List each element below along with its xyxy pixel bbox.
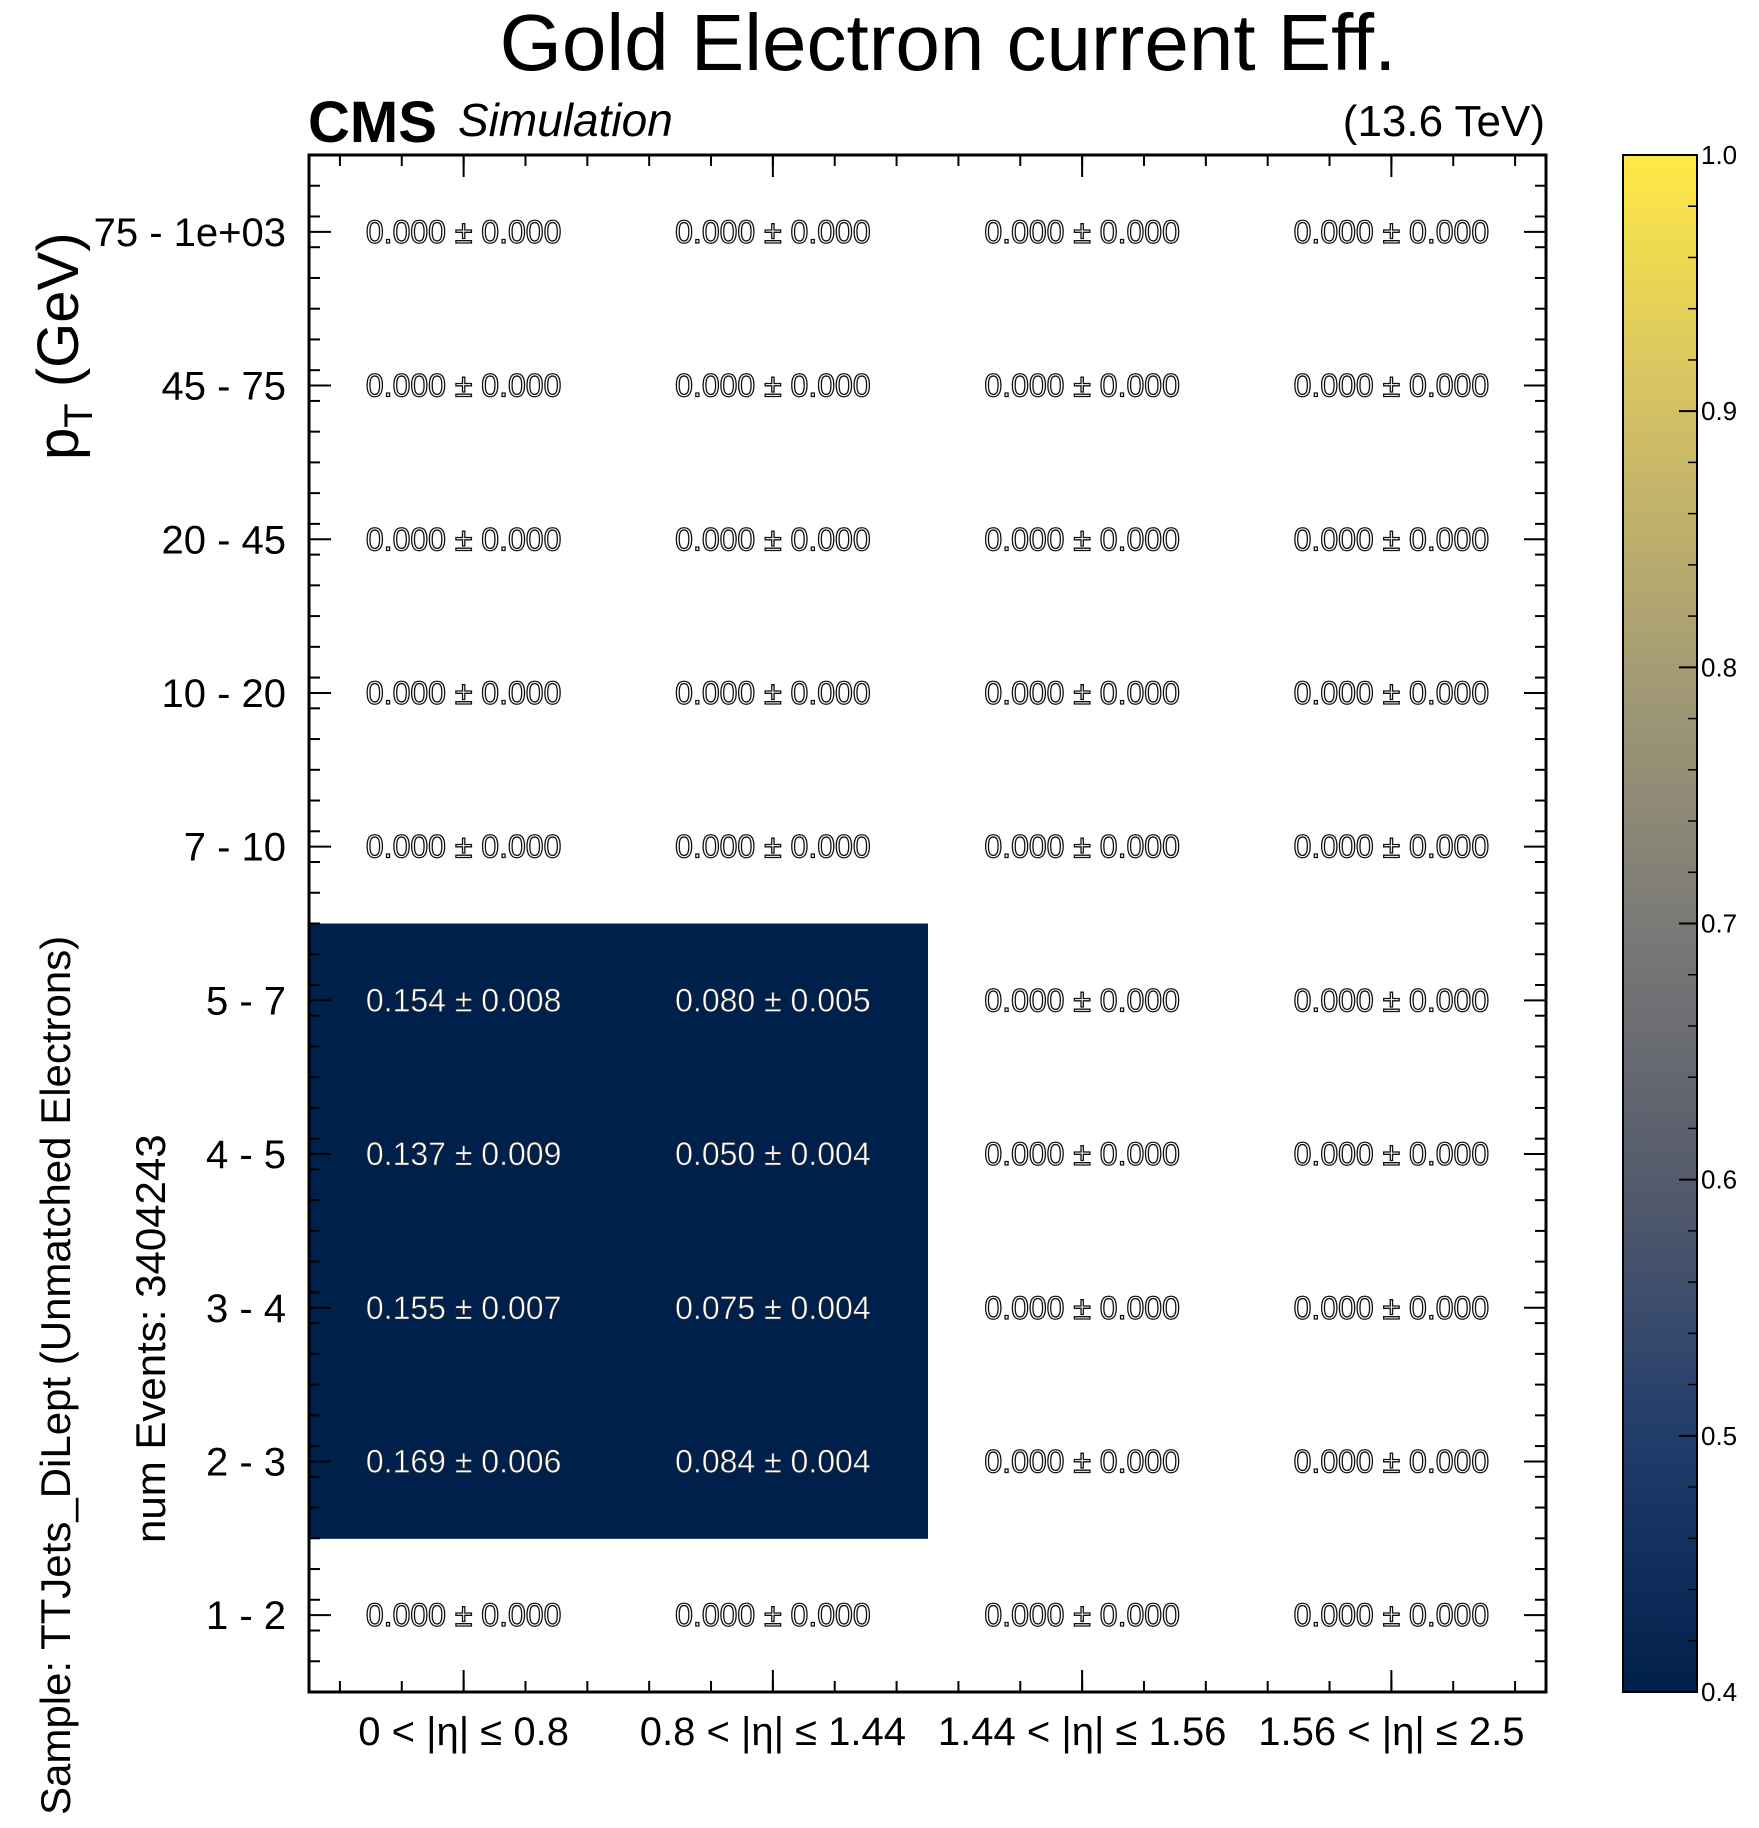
cell-value-label: 0.000 ± 0.000 bbox=[1294, 1597, 1490, 1633]
y-tick-label: 5 - 7 bbox=[206, 979, 286, 1023]
cell-value-label: 0.000 ± 0.000 bbox=[984, 829, 1180, 865]
y-axis-label-main: p bbox=[26, 428, 91, 460]
sample-label: Sample: TTJets_DiLept (Unmatched Electro… bbox=[32, 936, 79, 1815]
cell-value-label: 0.000 ± 0.000 bbox=[675, 1597, 871, 1633]
heatmap-cell bbox=[618, 923, 928, 1078]
heatmap-cell bbox=[309, 923, 619, 1078]
colorbar-tick-label: 0.4 bbox=[1701, 1677, 1737, 1707]
cell-value-label: 0.000 ± 0.000 bbox=[1294, 521, 1490, 557]
heatmap-cell bbox=[309, 1230, 619, 1386]
y-tick-label: 20 - 45 bbox=[161, 518, 286, 562]
axis-ticks bbox=[309, 155, 1546, 1693]
colorbar-tick-label: 0.5 bbox=[1701, 1421, 1737, 1451]
y-tick-label: 2 - 3 bbox=[206, 1440, 286, 1484]
heatmap-cell bbox=[618, 1384, 928, 1539]
cell-value-label: 0.000 ± 0.000 bbox=[1294, 1136, 1490, 1172]
colorbar-ticks: 0.4 0.5 0.6 0.7 0.8 0.9 1.0 bbox=[1679, 140, 1737, 1707]
cell-value-label: 0.000 ± 0.000 bbox=[675, 214, 871, 250]
y-tick-label: 3 - 4 bbox=[206, 1287, 286, 1331]
cell-value-label: 0.000 ± 0.000 bbox=[984, 1443, 1180, 1479]
cell-value-label: 0.000 ± 0.000 bbox=[675, 368, 871, 404]
cell-value-label: 0.000 ± 0.000 bbox=[1294, 214, 1490, 250]
heatmap-cell bbox=[618, 1077, 928, 1232]
cell-value-label: 0.000 ± 0.000 bbox=[984, 214, 1180, 250]
cell-value-label: 0.000 ± 0.000 bbox=[1294, 1290, 1490, 1326]
heatmap-cells bbox=[309, 923, 928, 1539]
cell-value-label: 0.000 ± 0.000 bbox=[984, 982, 1180, 1018]
heatmap-cell bbox=[618, 1230, 928, 1386]
cell-value-label: 0.084 ± 0.004 bbox=[675, 1443, 871, 1479]
y-axis-label-sub: T bbox=[57, 403, 101, 427]
cell-value-label: 0.000 ± 0.000 bbox=[675, 829, 871, 865]
heatmap-cell bbox=[309, 1384, 619, 1539]
colorbar-tick-label: 0.7 bbox=[1701, 909, 1737, 939]
heatmap-cell-labels: 0.000 ± 0.000 0.000 ± 0.000 0.000 ± 0.000 0… bbox=[365, 213, 1490, 1634]
cell-value-label: 0.000 ± 0.000 bbox=[675, 521, 871, 557]
cell-value-label: 0.000 ± 0.000 bbox=[1294, 1443, 1490, 1479]
y-tick-label: 7 - 10 bbox=[184, 826, 286, 870]
y-tick-label: 4 - 5 bbox=[206, 1133, 286, 1177]
num-events-label: num Events: 3404243 bbox=[127, 1134, 174, 1543]
cell-value-label: 0.000 ± 0.000 bbox=[1294, 675, 1490, 711]
cell-value-label: 0.000 ± 0.000 bbox=[366, 1597, 562, 1633]
x-tick-label: 1.44 < |η| ≤ 1.56 bbox=[938, 1710, 1227, 1754]
simulation-label: Simulation bbox=[458, 94, 673, 146]
y-tick-label: 75 - 1e+03 bbox=[94, 211, 286, 255]
x-tick-label: 1.56 < |η| ≤ 2.5 bbox=[1258, 1710, 1524, 1754]
x-tick-label: 0 < |η| ≤ 0.8 bbox=[358, 1710, 569, 1754]
cell-value-label: 0.000 ± 0.000 bbox=[984, 521, 1180, 557]
cell-value-label: 0.000 ± 0.000 bbox=[1294, 368, 1490, 404]
cell-value-label: 0.000 ± 0.000 bbox=[366, 521, 562, 557]
cell-value-label: 0.000 ± 0.000 bbox=[1294, 829, 1490, 865]
cell-value-label: 0.000 ± 0.000 bbox=[984, 675, 1180, 711]
cell-value-label: 0.050 ± 0.004 bbox=[675, 1136, 871, 1172]
x-axis-tick-labels: 0 < |η| ≤ 0.8 0.8 < |η| ≤ 1.44 1.44 < |η| … bbox=[358, 1710, 1524, 1754]
colorbar-tick-label: 0.8 bbox=[1701, 652, 1737, 682]
cell-value-label: 0.000 ± 0.000 bbox=[984, 1136, 1180, 1172]
y-axis-label: pT (GeV) bbox=[26, 232, 101, 460]
colorbar-tick-label: 0.6 bbox=[1701, 1165, 1737, 1195]
x-tick-label: 0.8 < |η| ≤ 1.44 bbox=[640, 1710, 906, 1754]
y-tick-label: 45 - 75 bbox=[161, 365, 286, 409]
cell-value-label: 0.000 ± 0.000 bbox=[984, 1597, 1180, 1633]
cell-value-label: 0.155 ± 0.007 bbox=[366, 1290, 562, 1326]
cell-value-label: 0.000 ± 0.000 bbox=[366, 368, 562, 404]
cell-value-label: 0.000 ± 0.000 bbox=[1294, 982, 1490, 1018]
chart-title: Gold Electron current Eff. bbox=[500, 0, 1397, 87]
cell-value-label: 0.000 ± 0.000 bbox=[366, 829, 562, 865]
cell-value-label: 0.000 ± 0.000 bbox=[366, 675, 562, 711]
y-tick-label: 10 - 20 bbox=[161, 672, 286, 716]
cell-value-label: 0.000 ± 0.000 bbox=[984, 368, 1180, 404]
heatmap-cell bbox=[309, 1077, 619, 1232]
cell-value-label: 0.169 ± 0.006 bbox=[366, 1443, 562, 1479]
colorbar-tick-label: 1.0 bbox=[1701, 140, 1737, 170]
colorbar-tick-label: 0.9 bbox=[1701, 396, 1737, 426]
y-axis-label-unit: (GeV) bbox=[26, 232, 91, 403]
cell-value-label: 0.000 ± 0.000 bbox=[675, 675, 871, 711]
cell-value-label: 0.075 ± 0.004 bbox=[675, 1290, 871, 1326]
cell-value-label: 0.137 ± 0.009 bbox=[366, 1136, 562, 1172]
cms-label: CMS bbox=[308, 90, 437, 155]
cell-value-label: 0.000 ± 0.000 bbox=[366, 214, 562, 250]
cell-value-label: 0.154 ± 0.008 bbox=[366, 982, 562, 1018]
y-axis-tick-labels: 1 - 2 2 - 3 3 - 4 4 - 5 5 - 7 7 - 10 10 - 20 20… bbox=[94, 211, 286, 1638]
energy-label: (13.6 TeV) bbox=[1343, 97, 1545, 146]
cell-value-label: 0.000 ± 0.000 bbox=[984, 1290, 1180, 1326]
cell-value-label: 0.080 ± 0.005 bbox=[675, 982, 871, 1018]
y-tick-label: 1 - 2 bbox=[206, 1594, 286, 1638]
